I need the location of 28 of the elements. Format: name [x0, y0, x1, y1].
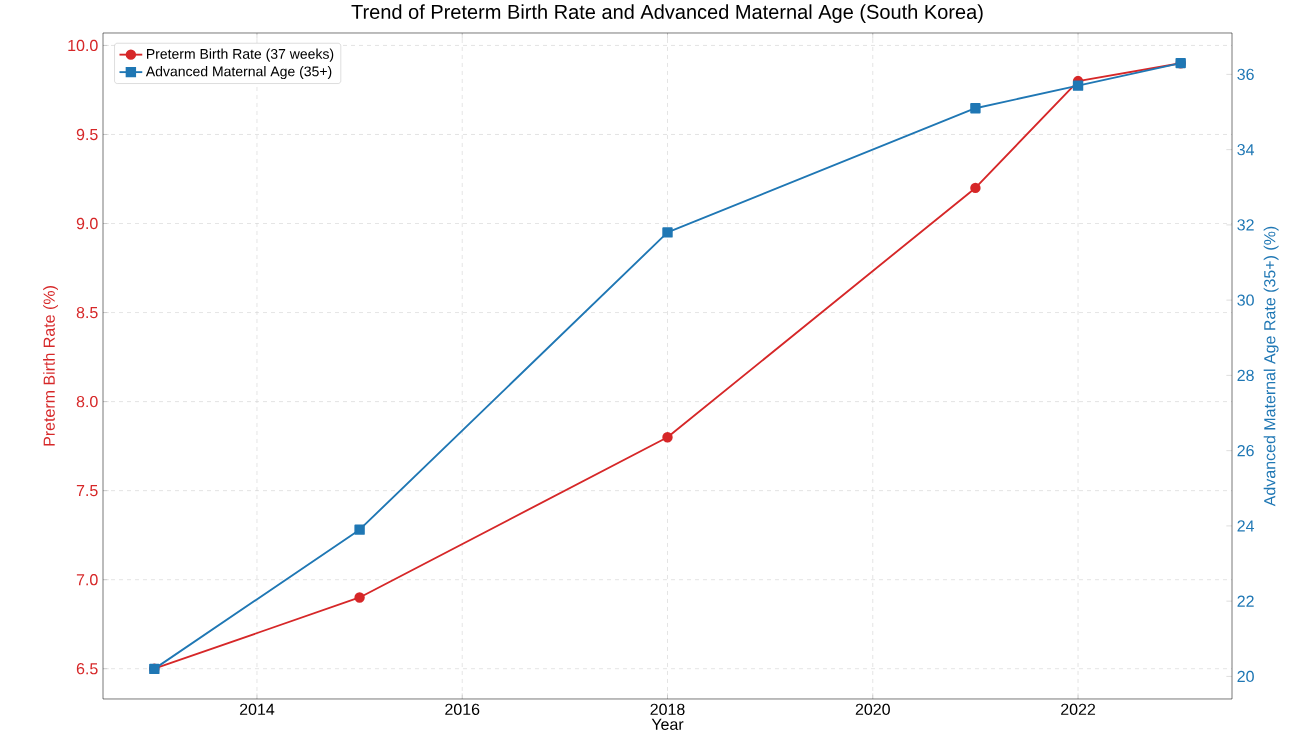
x-tick-label: 2020	[855, 703, 890, 716]
y2-tick-label: 28	[1237, 369, 1254, 382]
y-tick-label: 7.0	[76, 574, 98, 586]
y-tick-label: 8.5	[76, 306, 98, 319]
y-tick-label: 9.5	[76, 128, 98, 141]
chart-title: Trend of Preterm Birth Rate and Advanced Maternal Age (South Korea)	[351, 4, 983, 23]
x-tick-label: 2018	[650, 703, 685, 716]
y2-tick-label: 34	[1237, 143, 1255, 156]
y2-tick-label: 24	[1237, 520, 1255, 532]
y-tick-label: 7.5	[76, 485, 98, 497]
y-tick-label: 10.0	[68, 39, 98, 52]
y2-tick-label: 20	[1237, 670, 1254, 683]
y-tick-label: 6.5	[76, 663, 98, 675]
legend-label: Advanced Maternal Age (35+)	[145, 66, 332, 80]
y2-tick-label: 22	[1237, 595, 1254, 607]
x-tick-label: 2014	[239, 703, 275, 716]
y-tick-label: 9.0	[76, 217, 98, 230]
y-tick-label: 8.0	[76, 395, 98, 408]
y2-tick-label: 36	[1237, 68, 1254, 81]
x-axis-title: Year	[651, 718, 684, 730]
x-tick-label: 2016	[445, 703, 480, 716]
y2-tick-label: 26	[1237, 444, 1254, 457]
y2-tick-label: 30	[1237, 294, 1254, 306]
y-axis-title: Preterm Birth Rate (%)	[43, 286, 58, 446]
y2-axis-title: Advanced Maternal Age Rate (35+) (%)	[1263, 226, 1279, 507]
y2-tick-label: 32	[1237, 219, 1254, 231]
x-tick-label: 2022	[1061, 703, 1096, 716]
legend-label: Preterm Birth Rate (37 weeks)	[147, 48, 334, 62]
